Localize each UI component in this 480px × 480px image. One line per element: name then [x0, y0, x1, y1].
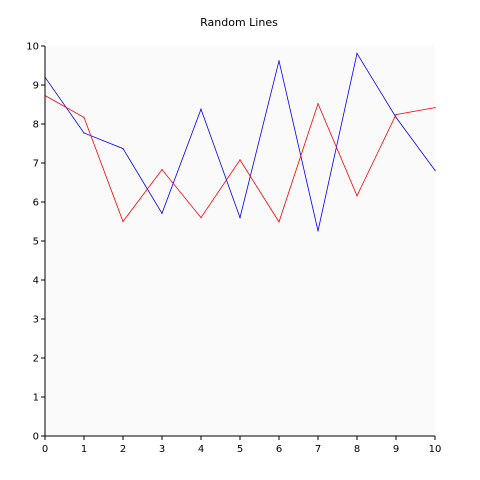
y-tick-label: 7: [33, 159, 39, 170]
y-tick-label: 0: [33, 432, 39, 443]
series-2-point: [395, 114, 397, 116]
series-2-point: [434, 107, 436, 109]
x-tick-label: 5: [237, 444, 243, 455]
y-tick-label: 6: [33, 198, 39, 209]
series-1-point: [200, 108, 202, 110]
series-2-point: [122, 220, 124, 223]
series-1-point: [161, 212, 163, 214]
series-1-point: [434, 169, 436, 172]
y-tick-label: 4: [33, 276, 39, 287]
y-tick-label: 10: [26, 42, 39, 53]
chart-title: Random Lines: [200, 16, 278, 29]
x-tick-label: 10: [429, 444, 442, 455]
series-2-point: [317, 103, 319, 105]
x-tick-label: 4: [198, 444, 204, 455]
series-2-point: [83, 116, 85, 118]
x-tick-label: 0: [42, 444, 48, 455]
series-2-point: [278, 221, 280, 223]
x-tick-label: 8: [354, 444, 360, 455]
y-tick-label: 8: [33, 120, 39, 131]
series-1-point: [278, 60, 280, 62]
y-tick-label: 2: [33, 354, 39, 365]
plot-area: [45, 46, 435, 436]
x-tick-label: 7: [315, 444, 321, 455]
y-tick-label: 9: [33, 81, 39, 92]
x-tick-label: 3: [159, 444, 165, 455]
y-tick-label: 5: [33, 237, 39, 248]
x-tick-label: 6: [276, 444, 282, 455]
y-tick-label: 1: [33, 393, 39, 404]
x-tick-label: 1: [81, 444, 87, 455]
series-1-point: [239, 217, 241, 219]
y-tick-label: 3: [33, 315, 39, 326]
series-2-point: [161, 169, 163, 171]
series-1-point: [317, 230, 319, 232]
series-1-point: [83, 132, 85, 134]
series-1-point: [356, 52, 358, 55]
series-2-point: [200, 217, 202, 219]
x-tick-label: 2: [120, 444, 126, 455]
series-2-point: [356, 195, 358, 197]
x-tick-label: 9: [393, 444, 399, 455]
series-2-point: [239, 159, 241, 161]
series-1-point: [122, 147, 124, 150]
series-1-point: [395, 116, 397, 118]
